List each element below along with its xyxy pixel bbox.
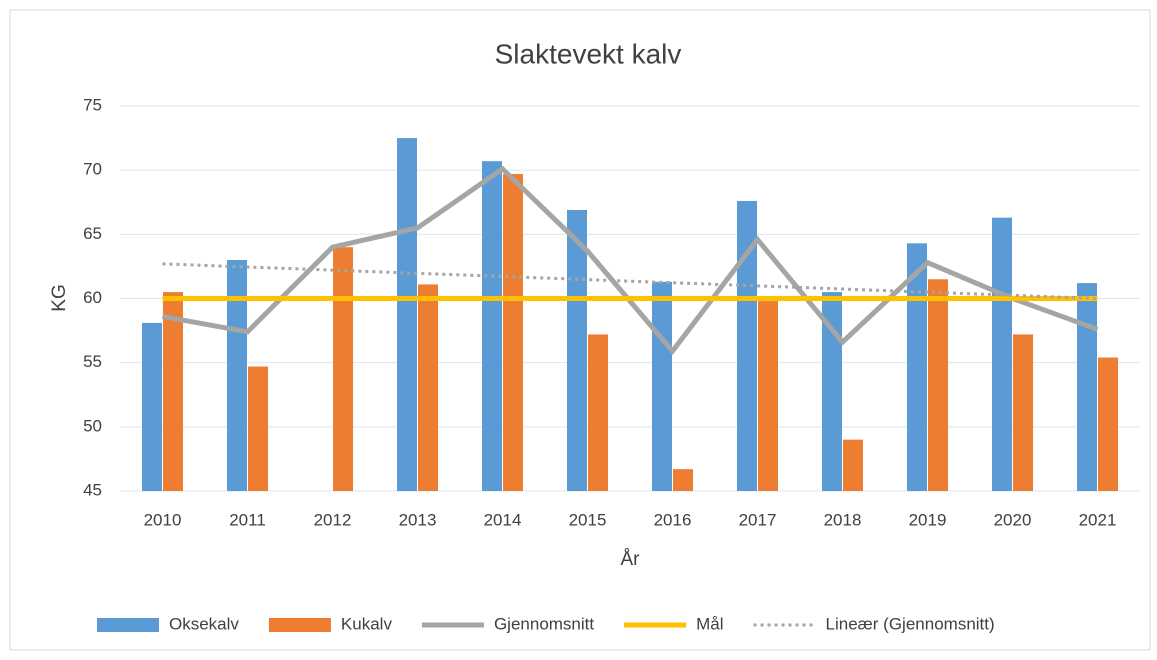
x-tick-label: 2010	[144, 510, 182, 529]
legend-swatch	[268, 618, 331, 632]
bar	[652, 281, 672, 491]
legend-label: Gjennomsnitt	[494, 614, 594, 633]
y-tick-label: 65	[83, 224, 102, 243]
bar	[227, 260, 247, 491]
bar	[928, 279, 948, 491]
bar	[163, 292, 183, 491]
bar	[1098, 357, 1118, 491]
bar	[907, 243, 927, 491]
bar	[992, 217, 1012, 491]
bar	[1013, 334, 1033, 491]
bar	[567, 209, 587, 491]
x-tick-label: 2011	[229, 510, 266, 529]
legend-swatch	[97, 618, 159, 632]
y-tick-label: 45	[83, 480, 102, 499]
legend-label: Lineær (Gjennomsnitt)	[826, 614, 995, 633]
x-tick-label: 2016	[654, 510, 692, 529]
y-tick-label: 55	[83, 352, 102, 371]
bar	[758, 301, 778, 491]
y-axis-label: KG	[49, 284, 70, 311]
legend-label: Mål	[696, 614, 723, 633]
bar	[418, 284, 438, 491]
bar	[248, 366, 268, 491]
bar	[397, 138, 417, 492]
x-tick-label: 2015	[569, 510, 607, 529]
y-tick-label: 60	[83, 288, 102, 307]
bar	[1077, 283, 1097, 491]
line-series	[162, 165, 1099, 356]
legend-label: Kukalv	[341, 614, 393, 633]
bar	[737, 200, 757, 491]
bar	[142, 322, 162, 491]
x-tick-label: 2017	[739, 510, 777, 529]
x-tick-label: 2018	[824, 510, 862, 529]
bar	[503, 174, 523, 491]
x-axis-label: År	[621, 549, 641, 570]
x-tick-label: 2013	[399, 510, 437, 529]
y-tick-label: 70	[83, 160, 102, 179]
x-tick-label: 2021	[1079, 510, 1117, 529]
bar	[843, 439, 863, 491]
legend-label: Oksekalv	[169, 614, 239, 633]
x-tick-label: 2014	[484, 510, 522, 529]
x-tick-label: 2020	[994, 510, 1032, 529]
bar	[482, 161, 502, 491]
bar	[673, 469, 693, 491]
x-tick-label: 2012	[314, 510, 352, 529]
bar	[588, 334, 608, 491]
bar	[822, 292, 842, 491]
chart-title: Slaktevekt kalv	[495, 38, 682, 69]
y-tick-label: 75	[83, 95, 102, 114]
bar	[333, 247, 353, 491]
y-tick-label: 50	[83, 416, 102, 435]
x-tick-label: 2019	[909, 510, 947, 529]
line-series	[162, 262, 1098, 300]
